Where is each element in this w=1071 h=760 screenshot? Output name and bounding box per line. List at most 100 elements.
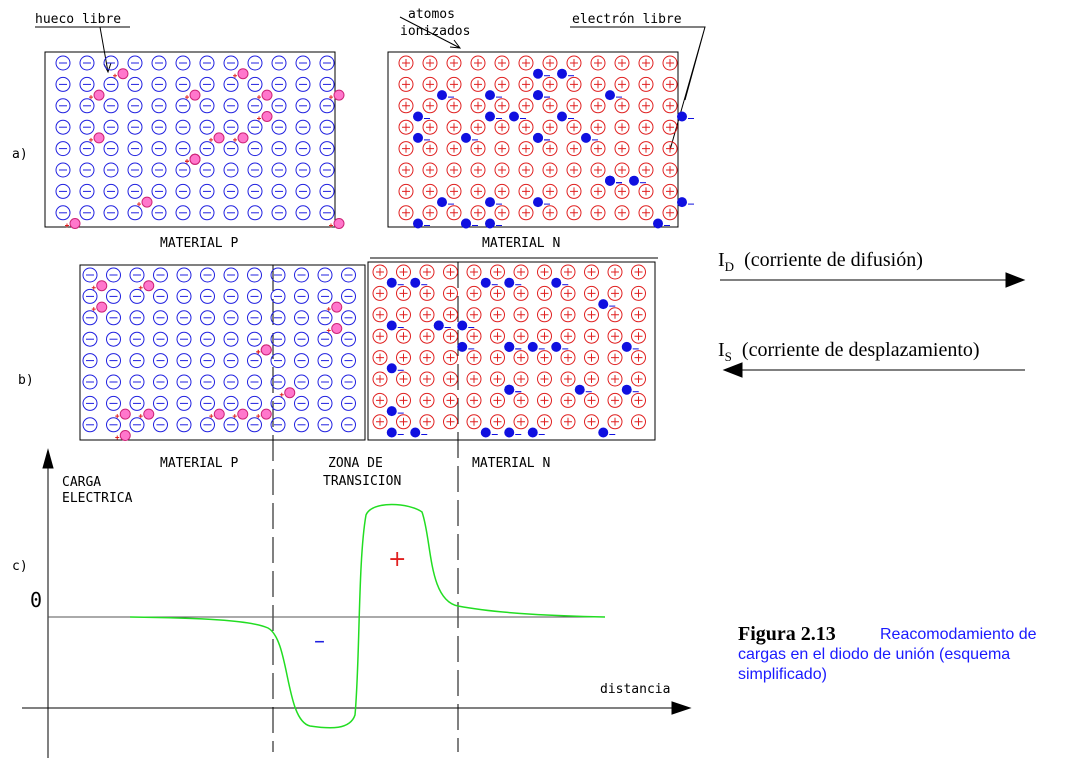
charge-curve [130, 505, 605, 728]
hole-sign [139, 414, 143, 418]
free-hole [118, 69, 128, 79]
ion-sign [642, 145, 650, 153]
ion-sign [570, 102, 578, 110]
label: TRANSICION [323, 474, 401, 489]
ion-sign [611, 289, 619, 297]
free-hole [214, 409, 224, 419]
ion-sign [474, 145, 482, 153]
free-electron [413, 112, 423, 122]
ion-sign [635, 354, 643, 362]
ion-sign [376, 289, 384, 297]
ion-sign [522, 209, 530, 217]
label: distancia [600, 682, 670, 697]
ion-sign [447, 354, 455, 362]
ion-sign [376, 268, 384, 276]
label: MATERIAL N [482, 236, 560, 251]
ion-sign [546, 209, 554, 217]
label: atomos [408, 7, 455, 22]
hole-sign [280, 393, 284, 397]
free-electron [485, 90, 495, 100]
y-axis [43, 450, 53, 758]
free-hole [144, 281, 154, 291]
ion-sign [618, 59, 626, 67]
free-electron [410, 278, 420, 288]
ion-sign [474, 102, 482, 110]
ion-sign [588, 418, 596, 426]
label: ELECTRICA [62, 491, 133, 506]
ion-sign [423, 354, 431, 362]
ion-sign [546, 187, 554, 195]
ion-sign [594, 187, 602, 195]
free-hole [97, 302, 107, 312]
ion-sign [546, 123, 554, 131]
free-electron [504, 385, 514, 395]
hole-sign [256, 414, 260, 418]
panel-a-n [388, 52, 678, 227]
ion-sign [541, 289, 549, 297]
free-electron [437, 197, 447, 207]
ion-sign [666, 123, 674, 131]
ion-sign [642, 59, 650, 67]
free-hole [238, 409, 248, 419]
free-hole [142, 197, 152, 207]
ion-sign [588, 375, 596, 383]
label: electrón libre [572, 12, 682, 27]
ion-sign [642, 102, 650, 110]
ion-sign [474, 123, 482, 131]
ion-sign [470, 268, 478, 276]
label: MATERIAL N [472, 456, 550, 471]
ion-sign [522, 80, 530, 88]
ion-sign [423, 418, 431, 426]
free-hole [238, 69, 248, 79]
ion-sign [570, 187, 578, 195]
ion-sign [666, 209, 674, 217]
ion-sign [588, 289, 596, 297]
label: 0 [30, 588, 42, 612]
ion-sign [470, 375, 478, 383]
ion-sign [450, 123, 458, 131]
hole-sign [327, 307, 331, 311]
ion-sign [522, 123, 530, 131]
free-electron [629, 176, 639, 186]
ion-sign [400, 375, 408, 383]
ion-sign [447, 418, 455, 426]
ion-sign [426, 80, 434, 88]
ion-sign [564, 289, 572, 297]
ion-sign [618, 166, 626, 174]
ion-sign [400, 268, 408, 276]
ion-sign [400, 354, 408, 362]
current-label: ID(corriente de difusión) [718, 249, 923, 274]
ion-sign [474, 187, 482, 195]
ion-sign [517, 311, 525, 319]
ion-sign [666, 59, 674, 67]
ion-sign [522, 166, 530, 174]
ion-sign [594, 145, 602, 153]
ion-sign [541, 332, 549, 340]
free-electron [533, 133, 543, 143]
free-electron [461, 133, 471, 143]
hole-sign [209, 414, 213, 418]
ion-sign [570, 209, 578, 217]
ion-sign [376, 375, 384, 383]
caption: cargas en el diodo de unión (esquema [738, 646, 1010, 663]
ion-sign [426, 123, 434, 131]
ion-sign [588, 268, 596, 276]
free-hole [238, 133, 248, 143]
free-electron [653, 219, 663, 229]
free-electron [387, 278, 397, 288]
ion-sign [564, 268, 572, 276]
free-electron [504, 428, 514, 438]
hole-sign [233, 74, 237, 78]
ion-sign [450, 145, 458, 153]
ion-sign [426, 102, 434, 110]
ion-sign [498, 59, 506, 67]
ion-sign [426, 209, 434, 217]
hole-sign [89, 95, 93, 99]
free-hole [190, 90, 200, 100]
hole-sign [233, 138, 237, 142]
ion-sign [498, 209, 506, 217]
ion-sign [666, 145, 674, 153]
free-electron [434, 321, 444, 331]
label: CARGA [62, 475, 101, 490]
ion-sign [570, 80, 578, 88]
